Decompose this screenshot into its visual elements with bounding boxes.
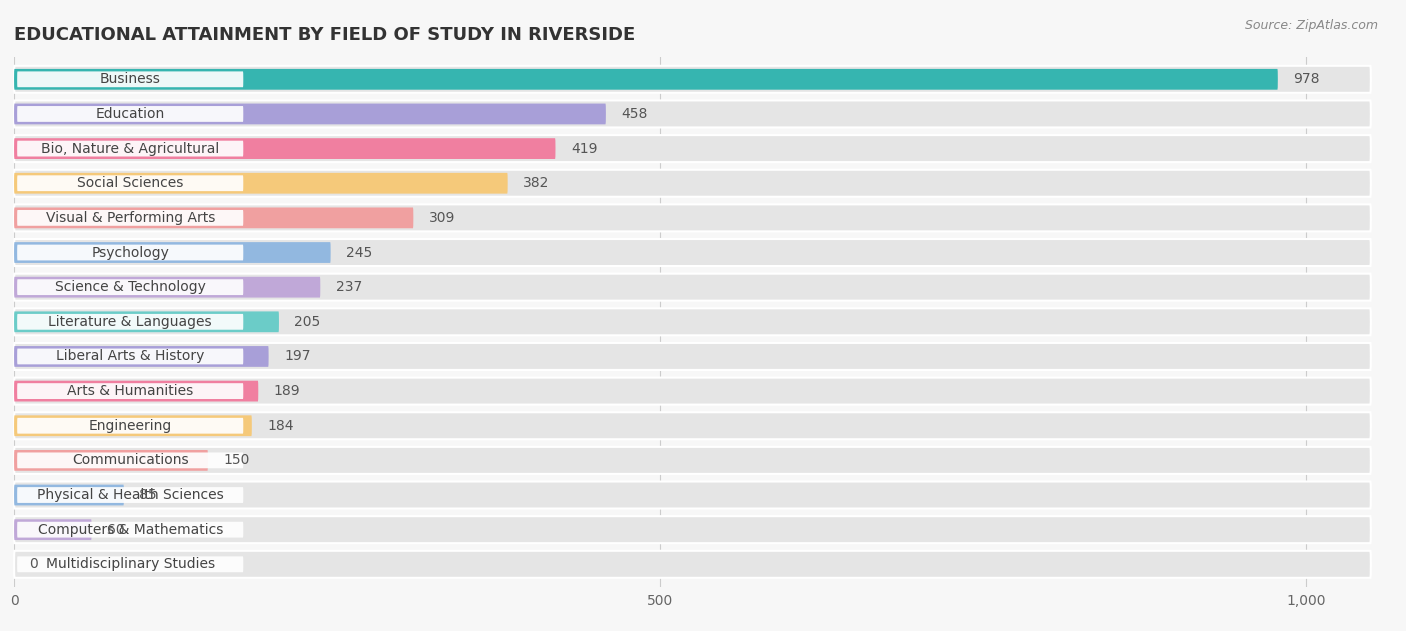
Text: Visual & Performing Arts: Visual & Performing Arts xyxy=(45,211,215,225)
FancyBboxPatch shape xyxy=(14,66,1371,93)
FancyBboxPatch shape xyxy=(17,557,243,572)
FancyBboxPatch shape xyxy=(17,280,243,295)
FancyBboxPatch shape xyxy=(14,481,1371,509)
Text: Social Sciences: Social Sciences xyxy=(77,176,183,190)
Text: Education: Education xyxy=(96,107,165,121)
FancyBboxPatch shape xyxy=(14,274,1371,301)
FancyBboxPatch shape xyxy=(14,415,252,436)
FancyBboxPatch shape xyxy=(14,208,413,228)
Text: 245: 245 xyxy=(346,245,373,259)
Text: Business: Business xyxy=(100,73,160,86)
FancyBboxPatch shape xyxy=(14,242,330,263)
Text: Science & Technology: Science & Technology xyxy=(55,280,205,294)
FancyBboxPatch shape xyxy=(17,245,243,261)
Text: 205: 205 xyxy=(294,315,321,329)
FancyBboxPatch shape xyxy=(14,69,1278,90)
Text: 85: 85 xyxy=(139,488,157,502)
Text: Bio, Nature & Agricultural: Bio, Nature & Agricultural xyxy=(41,141,219,156)
FancyBboxPatch shape xyxy=(14,173,508,194)
FancyBboxPatch shape xyxy=(17,418,243,433)
Text: 189: 189 xyxy=(274,384,301,398)
Text: Communications: Communications xyxy=(72,454,188,468)
FancyBboxPatch shape xyxy=(14,204,1371,232)
Text: Engineering: Engineering xyxy=(89,419,172,433)
FancyBboxPatch shape xyxy=(14,519,91,540)
FancyBboxPatch shape xyxy=(17,175,243,191)
FancyBboxPatch shape xyxy=(14,346,269,367)
FancyBboxPatch shape xyxy=(17,71,243,87)
Text: 978: 978 xyxy=(1294,73,1320,86)
Text: 382: 382 xyxy=(523,176,550,190)
FancyBboxPatch shape xyxy=(14,516,1371,543)
Text: 309: 309 xyxy=(429,211,456,225)
FancyBboxPatch shape xyxy=(17,383,243,399)
FancyBboxPatch shape xyxy=(17,210,243,226)
FancyBboxPatch shape xyxy=(17,522,243,538)
FancyBboxPatch shape xyxy=(14,103,606,124)
FancyBboxPatch shape xyxy=(14,239,1371,266)
FancyBboxPatch shape xyxy=(14,309,1371,335)
FancyBboxPatch shape xyxy=(14,485,124,505)
Text: Multidisciplinary Studies: Multidisciplinary Studies xyxy=(45,557,215,571)
Text: 237: 237 xyxy=(336,280,363,294)
FancyBboxPatch shape xyxy=(14,170,1371,197)
FancyBboxPatch shape xyxy=(14,450,208,471)
Text: 60: 60 xyxy=(107,522,125,537)
FancyBboxPatch shape xyxy=(17,106,243,122)
FancyBboxPatch shape xyxy=(14,100,1371,127)
Text: Computers & Mathematics: Computers & Mathematics xyxy=(38,522,224,537)
FancyBboxPatch shape xyxy=(14,138,555,159)
Text: Arts & Humanities: Arts & Humanities xyxy=(67,384,194,398)
FancyBboxPatch shape xyxy=(17,314,243,330)
FancyBboxPatch shape xyxy=(17,452,243,468)
Text: Literature & Languages: Literature & Languages xyxy=(48,315,212,329)
FancyBboxPatch shape xyxy=(17,487,243,503)
Text: Liberal Arts & History: Liberal Arts & History xyxy=(56,350,204,363)
Text: 419: 419 xyxy=(571,141,598,156)
Text: 0: 0 xyxy=(30,557,38,571)
Text: EDUCATIONAL ATTAINMENT BY FIELD OF STUDY IN RIVERSIDE: EDUCATIONAL ATTAINMENT BY FIELD OF STUDY… xyxy=(14,26,636,44)
Text: 458: 458 xyxy=(621,107,648,121)
FancyBboxPatch shape xyxy=(14,135,1371,162)
FancyBboxPatch shape xyxy=(14,412,1371,439)
Text: 197: 197 xyxy=(284,350,311,363)
FancyBboxPatch shape xyxy=(17,141,243,156)
FancyBboxPatch shape xyxy=(14,380,259,401)
Text: 150: 150 xyxy=(224,454,250,468)
FancyBboxPatch shape xyxy=(14,312,278,332)
FancyBboxPatch shape xyxy=(17,348,243,364)
FancyBboxPatch shape xyxy=(14,551,1371,578)
FancyBboxPatch shape xyxy=(14,377,1371,404)
FancyBboxPatch shape xyxy=(14,343,1371,370)
FancyBboxPatch shape xyxy=(14,277,321,298)
Text: Source: ZipAtlas.com: Source: ZipAtlas.com xyxy=(1244,19,1378,32)
FancyBboxPatch shape xyxy=(14,447,1371,474)
Text: 184: 184 xyxy=(267,419,294,433)
Text: Psychology: Psychology xyxy=(91,245,169,259)
Text: Physical & Health Sciences: Physical & Health Sciences xyxy=(37,488,224,502)
